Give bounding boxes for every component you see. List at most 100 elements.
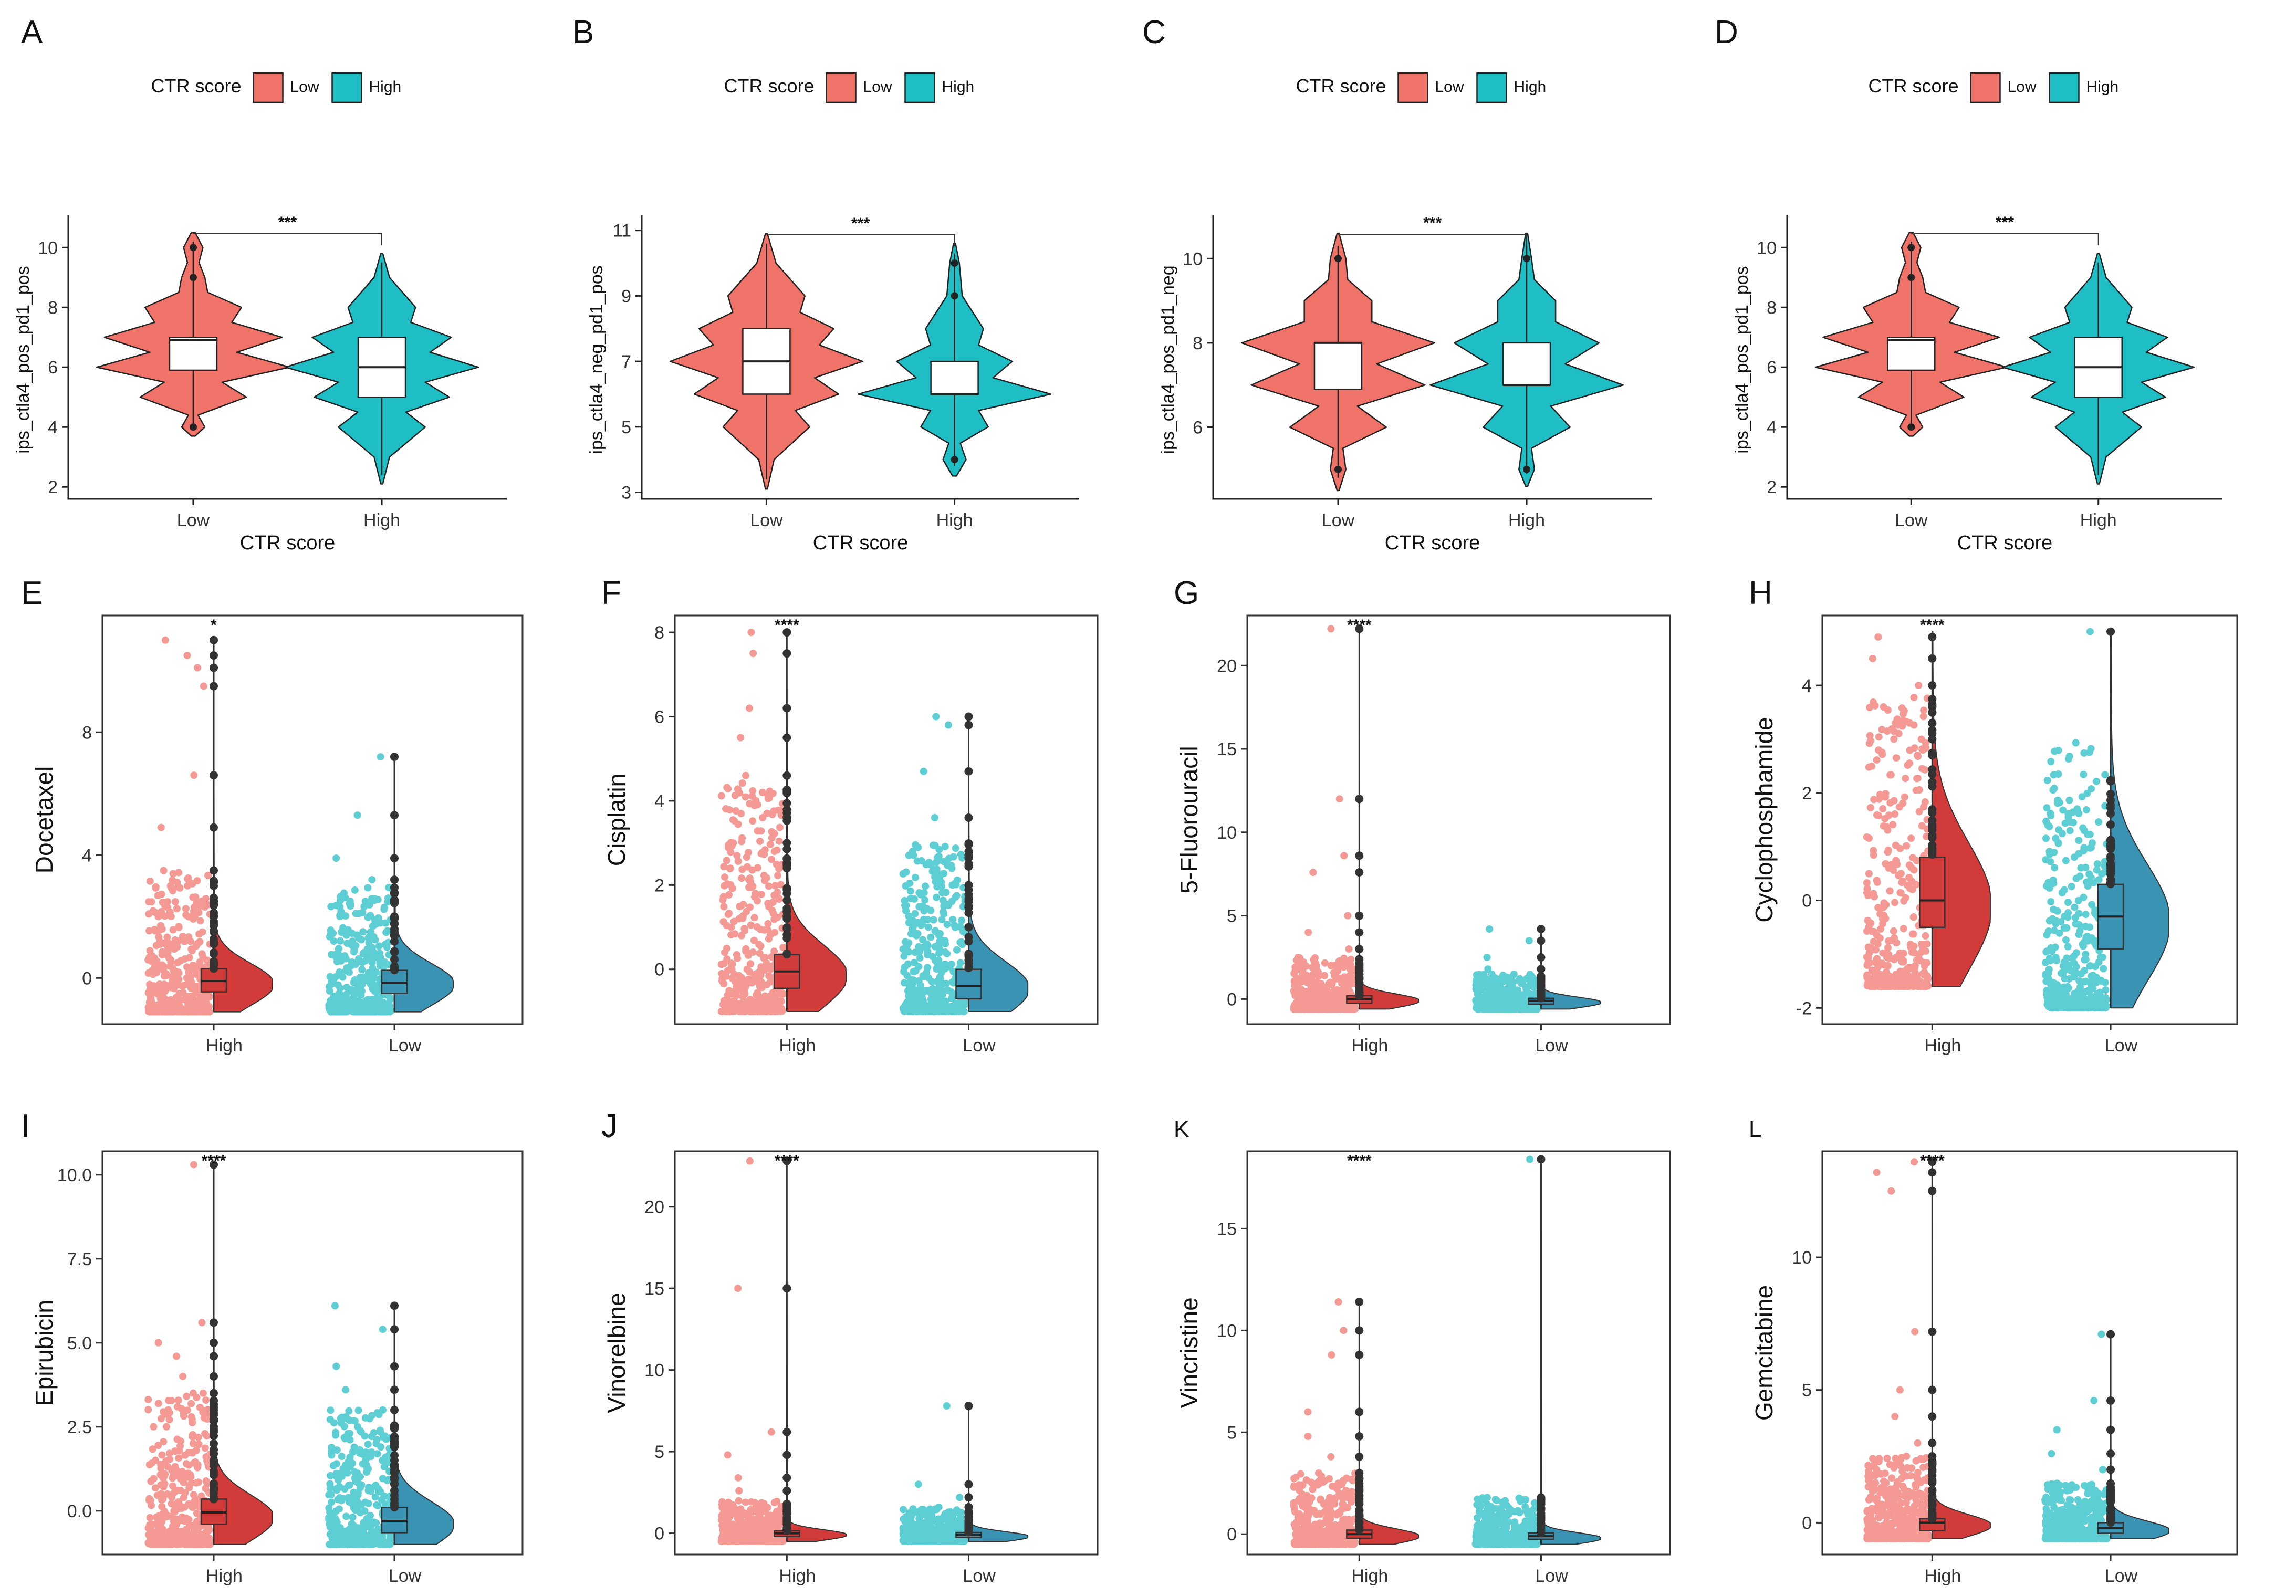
rain-point <box>145 927 153 935</box>
rain-point <box>167 1512 175 1520</box>
rain-point <box>199 928 206 936</box>
outlier-point <box>390 1466 399 1475</box>
rain-point <box>327 926 335 934</box>
rain-point <box>770 947 778 955</box>
rain-point <box>2100 1002 2108 1010</box>
rain-point <box>182 1472 190 1479</box>
rain-point <box>1315 997 1323 1005</box>
outlier-point <box>210 917 218 926</box>
rain-point <box>152 957 160 965</box>
rain-point <box>1914 774 1922 782</box>
outlier-point <box>1355 945 1364 954</box>
rain-point <box>774 806 782 814</box>
rain-point <box>1866 737 1874 745</box>
y-axis-title: Epirubicin <box>30 1300 58 1406</box>
outlier-point <box>189 274 197 281</box>
rain-point <box>2051 864 2059 872</box>
rain-point <box>724 967 732 975</box>
y-tick-label: 5.0 <box>67 1333 92 1353</box>
y-tick-label: 5 <box>654 1442 664 1462</box>
outlier-point <box>210 866 218 875</box>
rain-point <box>953 892 961 900</box>
rain-point <box>336 937 344 945</box>
outlier-point <box>782 949 791 958</box>
rain-point <box>757 827 765 835</box>
rain-point <box>774 913 781 921</box>
significance-bracket <box>1338 234 1528 246</box>
legend-swatch-low <box>826 72 857 103</box>
outlier-point <box>210 1461 218 1470</box>
outlier-point <box>390 1451 399 1460</box>
rain-point <box>334 981 342 989</box>
outlier-point <box>964 950 973 959</box>
outlier-point <box>210 1470 218 1479</box>
y-tick-label: 10 <box>1217 823 1237 843</box>
rain-point <box>342 1512 350 1520</box>
outlier-point <box>782 904 791 913</box>
outlier-point <box>390 1325 399 1334</box>
rain-point <box>738 834 746 842</box>
outlier-point <box>1928 805 1937 814</box>
rain-point <box>366 901 373 909</box>
rain-point <box>1869 654 1876 662</box>
outlier-point <box>951 456 958 464</box>
rain-point <box>758 788 766 796</box>
rain-point <box>1863 879 1871 887</box>
rain-point <box>2080 749 2088 757</box>
y-tick-label: 10 <box>1757 238 1777 258</box>
rain-point <box>1878 959 1886 967</box>
rain-point <box>1331 970 1339 978</box>
rain-point <box>776 823 784 831</box>
rain-point <box>2042 817 2050 825</box>
y-tick-label: 20 <box>1217 656 1237 676</box>
rain-point <box>173 905 181 913</box>
y-tick-label: 20 <box>644 1197 664 1217</box>
outlier-point <box>782 771 791 780</box>
rain-point <box>201 1444 209 1452</box>
rain-point <box>1864 916 1872 924</box>
y-tick-label: 0 <box>1802 891 1812 911</box>
legend-swatch-low <box>1970 72 2001 103</box>
rain-point <box>355 1540 363 1548</box>
rain-point <box>147 1527 154 1535</box>
rain-point <box>960 1007 968 1015</box>
rain-point <box>750 801 758 809</box>
rain-point <box>351 886 359 894</box>
rain-point <box>2047 757 2055 765</box>
rain-point <box>1484 965 1492 973</box>
rain-point <box>1908 930 1916 938</box>
rain-point <box>334 1496 342 1504</box>
outlier-point <box>1928 782 1937 791</box>
rain-point <box>151 909 159 916</box>
outlier-point <box>1928 850 1937 859</box>
rain-point <box>953 946 961 954</box>
panel-letter: B <box>572 14 594 50</box>
rain-point <box>350 1443 358 1451</box>
rain-point <box>777 997 785 1005</box>
x-tick-label: High <box>1924 1036 1961 1056</box>
rain-point <box>952 844 959 852</box>
rain-point <box>2067 818 2074 826</box>
rain-point <box>912 841 920 849</box>
x-tick-label: Low <box>177 510 210 530</box>
outlier-point <box>782 884 791 893</box>
rain-point <box>746 903 754 911</box>
rain-point <box>744 1005 752 1013</box>
rain-point <box>748 883 756 891</box>
rain-point <box>354 1524 362 1532</box>
rain-point <box>1479 975 1487 983</box>
rain-point <box>349 1513 357 1521</box>
rain-point <box>909 848 916 856</box>
rain-point <box>155 1512 163 1520</box>
rain-point <box>765 882 773 890</box>
rain-point <box>2095 876 2103 884</box>
significance-bracket <box>1911 233 2099 245</box>
x-tick-label: Low <box>963 1036 996 1056</box>
y-tick-label: 10.0 <box>57 1165 92 1185</box>
rain-point <box>331 1302 339 1310</box>
outlier-point <box>390 1503 399 1511</box>
x-tick-label: High <box>206 1036 243 1056</box>
outlier-point <box>390 1424 399 1433</box>
rain-point <box>163 996 171 1004</box>
